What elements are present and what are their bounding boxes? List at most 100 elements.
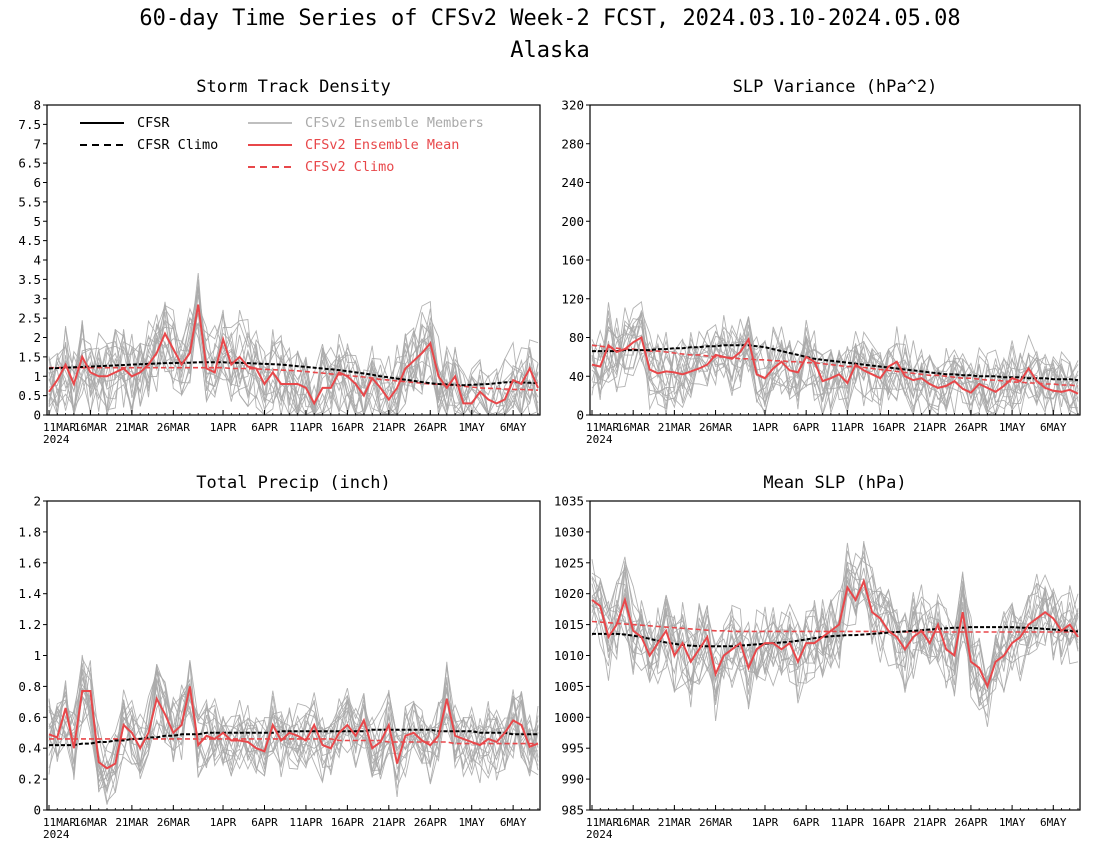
legend: CFSR CFSR Climo CFSv2 Ensemble Members C… (80, 115, 484, 175)
ensemble-member-line (48, 307, 539, 417)
ensemble-member-line (591, 324, 1079, 417)
x-tick-label: 26APR (414, 816, 447, 829)
x-tick-label: 6MAY (500, 421, 527, 434)
y-tick-label: 0 (576, 408, 584, 423)
x-tick-label: 26MAR (157, 421, 190, 434)
mean-slp-panel: Mean SLP (hPa) 985 990 995 1000 1005 1010 1015 1… (554, 473, 1081, 841)
panel-title: SLP Variance (hPa^2) (733, 77, 938, 97)
y-tick-label: 280 (561, 136, 584, 151)
x-tick-label: 21MAR (658, 421, 691, 434)
y-tick-label: 995 (561, 741, 584, 756)
y-tick-label: 0.2 (18, 772, 41, 787)
y-tick-label: 2 (33, 330, 41, 345)
y-tick-label: 1.4 (18, 586, 41, 601)
ensemble-member-line (48, 664, 539, 782)
y-tick-label: 0 (33, 408, 41, 423)
ensemble-member-line (48, 668, 539, 798)
x-tick-label: 11MAR (43, 816, 76, 829)
ensemble-member-line (48, 307, 539, 417)
ensemble-members (591, 300, 1079, 417)
panel-title: Storm Track Density (196, 77, 390, 97)
ensemble-member-line (48, 307, 539, 417)
x-tick-label: 1APR (752, 816, 779, 829)
x-tick-label: 1MAY (458, 816, 485, 829)
x-tick-label: 1APR (210, 421, 237, 434)
legend-members-label: CFSv2 Ensemble Members (305, 115, 484, 131)
x-tick-label: 16MAR (74, 421, 107, 434)
ensemble-member-line (48, 289, 539, 416)
x-tick-label: 21APR (913, 816, 946, 829)
x-tick-label: 21APR (372, 421, 405, 434)
y-tick-label: 2.5 (18, 311, 41, 326)
y-tick-label: 3.5 (18, 272, 41, 287)
y-tick-label: 1020 (554, 586, 584, 601)
y-tick-label: 40 (569, 369, 584, 384)
y-tick-label: 80 (569, 330, 584, 345)
x-tick-label: 21APR (372, 816, 405, 829)
x-tick-label: 6APR (251, 421, 278, 434)
y-axis: 0 40 80 120 160 200 240 280 320 (561, 98, 590, 423)
y-tick-label: 0.8 (18, 679, 41, 694)
figure-subtitle: Alaska (510, 38, 589, 63)
cfsr-climo-line (592, 626, 1079, 648)
y-tick-label: 6 (33, 175, 41, 190)
y-tick-label: 7.5 (18, 117, 41, 132)
x-year-label: 2024 (43, 433, 70, 446)
ensemble-member-line (591, 320, 1079, 416)
legend-cfsr-label: CFSR (137, 115, 170, 131)
ensemble-mean-line (48, 304, 539, 406)
ensemble-member-line (591, 567, 1079, 707)
y-axis: 0 0.5 1 1.5 2 2.5 3 3.5 4 4.5 5 5.5 6 6.5 7 7.5 8 (18, 98, 47, 423)
x-tick-label: 1APR (210, 816, 237, 829)
ensemble-member-line (48, 661, 539, 780)
y-tick-label: 1025 (554, 555, 584, 570)
ensemble-member-line (48, 664, 539, 782)
y-tick-label: 0.6 (18, 710, 41, 725)
panel-title: Total Precip (inch) (196, 473, 390, 493)
y-tick-label: 0 (33, 803, 41, 818)
x-tick-label: 6APR (793, 421, 820, 434)
ensemble-mean-line (48, 686, 539, 770)
x-tick-label: 16APR (872, 816, 905, 829)
legend-cfsv2-climo-label: CFSv2 Climo (305, 159, 394, 175)
x-tick-label: 11MAR (586, 816, 619, 829)
x-tick-label: 26MAR (699, 421, 732, 434)
y-tick-label: 1030 (554, 524, 584, 539)
x-tick-label: 26APR (954, 816, 987, 829)
y-tick-label: 985 (561, 803, 584, 818)
x-tick-label: 6MAY (500, 816, 527, 829)
x-tick-label: 26APR (954, 421, 987, 434)
x-tick-label: 26APR (414, 421, 447, 434)
x-tick-label: 6APR (251, 816, 278, 829)
ensemble-mean-line (591, 578, 1079, 690)
y-tick-label: 5 (33, 214, 41, 229)
legend-cfsr-climo-label: CFSR Climo (137, 137, 218, 153)
y-tick-label: 1.8 (18, 524, 41, 539)
cfsv2-climo-line (49, 738, 538, 745)
x-tick-label: 1MAY (458, 421, 485, 434)
x-tick-label: 16MAR (617, 421, 650, 434)
y-tick-label: 1.5 (18, 349, 41, 364)
x-tick-label: 21MAR (115, 816, 148, 829)
y-tick-label: 6.5 (18, 156, 41, 171)
y-tick-label: 1010 (554, 648, 584, 663)
cfsr-climo-line (592, 344, 1079, 382)
x-tick-label: 21MAR (115, 421, 148, 434)
cfsv2-climo-line (591, 620, 1078, 633)
total-precip-panel: Total Precip (inch) 0 0.2 0.4 0.6 0.8 1 1.2 1.4 1… (18, 473, 541, 841)
y-tick-label: 990 (561, 772, 584, 787)
ensemble-members (48, 272, 539, 417)
y-axis: 985 990 995 1000 1005 1010 1015 1020 1025 1030 103… (554, 494, 590, 818)
y-tick-label: 1 (33, 369, 41, 384)
y-axis: 0 0.2 0.4 0.6 0.8 1 1.2 1.4 1.6 1.8 2 (18, 494, 47, 818)
x-tick-label: 21APR (913, 421, 946, 434)
x-tick-label: 26MAR (157, 816, 190, 829)
ensemble-member-line (48, 659, 539, 780)
figure-title: 60-day Time Series of CFSv2 Week-2 FCST,… (139, 6, 960, 31)
x-tick-label: 11APR (289, 421, 322, 434)
x-tick-label: 6MAY (1040, 421, 1067, 434)
x-tick-label: 11APR (289, 816, 322, 829)
